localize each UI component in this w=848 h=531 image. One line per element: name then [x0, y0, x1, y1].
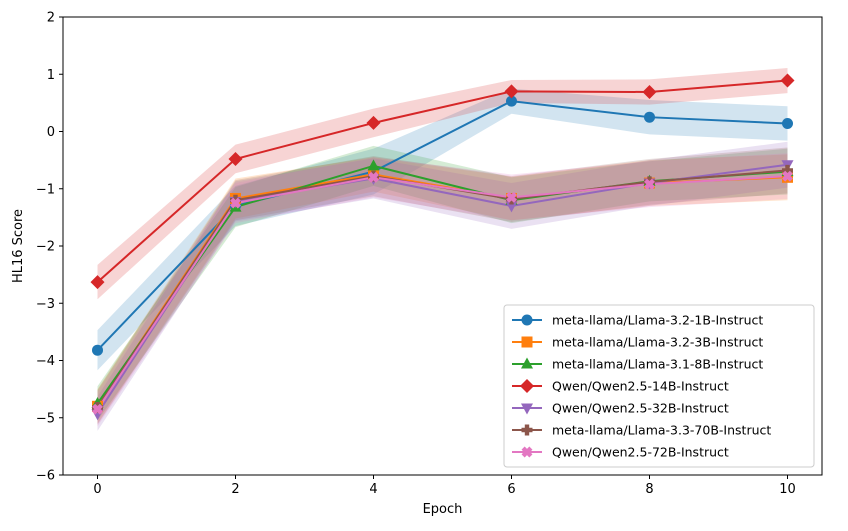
x-tick-label-4: 4 — [369, 482, 377, 497]
legend-label-1: meta-llama/Llama-3.2-1B-Instruct — [552, 313, 763, 328]
point-series-1-epoch-10 — [782, 117, 793, 129]
point-series-4-epoch-8 — [642, 84, 657, 99]
point-series-5-epoch-6 — [505, 201, 518, 213]
point-series-1-epoch-6 — [506, 95, 517, 107]
legend-entry-7: Qwen/Qwen2.5-72B-Instruct — [512, 445, 729, 460]
x-tick-label-2: 2 — [231, 482, 239, 497]
point-series-4-epoch-4 — [366, 115, 381, 130]
legend-label-4: Qwen/Qwen2.5-14B-Instruct — [552, 379, 729, 394]
point-series-6-epoch-10 — [782, 164, 793, 176]
x-tick-label-8: 8 — [645, 482, 653, 497]
y-axis-label: HL16 Score — [11, 209, 26, 283]
band-series-2 — [97, 154, 788, 424]
y-tick-label--4: −4 — [36, 354, 55, 369]
point-series-7-epoch-10 — [782, 170, 793, 182]
line-series-7 — [96, 175, 788, 410]
legend-marker-5 — [521, 403, 533, 415]
y-tick-label--6: −6 — [36, 469, 55, 484]
legend-marker-6 — [521, 424, 533, 436]
point-series-4-epoch-10 — [780, 73, 795, 88]
legend-marker-7 — [521, 446, 533, 458]
axes: 0 2 4 6 8 10 −6 −5 −4 −3 −2 −1 0 1 2 — [36, 11, 823, 497]
legend-entry-3: meta-llama/Llama-3.1-8B-Instruct — [512, 357, 763, 372]
y-tick-label--5: −5 — [36, 411, 55, 426]
legend-label-5: Qwen/Qwen2.5-32B-Instruct — [552, 401, 729, 416]
series-markers — [90, 73, 795, 421]
line-series-4 — [96, 79, 788, 283]
legend-label-7: Qwen/Qwen2.5-72B-Instruct — [552, 445, 729, 460]
legend-marker-2 — [521, 336, 533, 348]
point-series-7-epoch-6 — [506, 191, 517, 203]
legend-label-2: meta-llama/Llama-3.2-3B-Instruct — [552, 335, 763, 350]
point-series-7-epoch-4 — [368, 171, 379, 183]
x-tick-label-0: 0 — [93, 482, 101, 497]
point-series-1-epoch-8 — [644, 111, 655, 123]
x-tick-label-6: 6 — [507, 482, 515, 497]
point-series-4-epoch-0 — [90, 275, 105, 290]
point-series-7-epoch-8 — [644, 178, 655, 190]
band-series-3 — [97, 145, 788, 421]
point-series-4-epoch-2 — [228, 151, 243, 166]
point-series-7-epoch-2 — [230, 197, 241, 209]
line-series-1 — [96, 100, 788, 351]
point-series-3-epoch-4 — [367, 159, 380, 171]
legend-label-6: meta-llama/Llama-3.3-70B-Instruct — [552, 423, 771, 438]
point-series-7-epoch-0 — [92, 403, 103, 415]
x-axis-label: Epoch — [423, 502, 463, 517]
y-tick-label--3: −3 — [36, 297, 55, 312]
legend: meta-llama/Llama-3.2-1B-Instruct meta-lla… — [503, 304, 815, 468]
y-tick-label-2: 2 — [47, 11, 55, 26]
x-tick-label-10: 10 — [779, 482, 796, 497]
y-tick-label-0: 0 — [47, 125, 55, 140]
y-tick-label-1: 1 — [47, 68, 55, 83]
legend-label-3: meta-llama/Llama-3.1-8B-Instruct — [552, 357, 763, 372]
legend-entry-4: Qwen/Qwen2.5-14B-Instruct — [512, 379, 729, 394]
legend-marker-3 — [521, 357, 533, 369]
point-series-1-epoch-0 — [92, 344, 103, 356]
band-series-5 — [97, 141, 788, 431]
band-series-4 — [97, 67, 788, 300]
y-tick-label--2: −2 — [36, 240, 55, 255]
y-tick-label--1: −1 — [36, 182, 55, 197]
legend-entry-1: meta-llama/Llama-3.2-1B-Instruct — [512, 313, 763, 328]
legend-marker-1 — [521, 314, 533, 326]
band-series-1 — [97, 88, 788, 371]
legend-marker-4 — [520, 379, 534, 393]
point-series-4-epoch-6 — [504, 84, 519, 99]
series-lines — [96, 79, 788, 415]
legend-box — [503, 304, 815, 468]
legend-entry-6: meta-llama/Llama-3.3-70B-Instruct — [512, 423, 771, 438]
legend-entry-5: Qwen/Qwen2.5-32B-Instruct — [512, 401, 729, 416]
legend-entry-2: meta-llama/Llama-3.2-3B-Instruct — [512, 335, 763, 350]
